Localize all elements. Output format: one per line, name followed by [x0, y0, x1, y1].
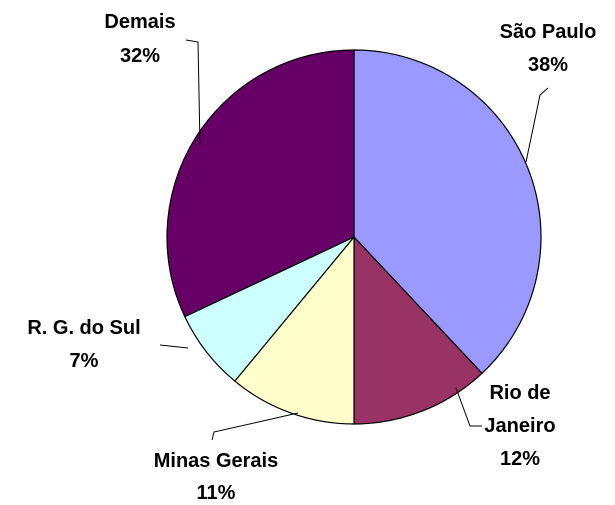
pie-slice: [233, 235, 355, 425]
leader-line: [159, 344, 189, 349]
slice-label: Minas Gerais: [153, 450, 279, 472]
slice-percent: 11%: [196, 482, 236, 504]
leader-line: [211, 412, 299, 441]
slice-percent: 38%: [527, 54, 569, 76]
slice-label: Rio de Janeiro: [484, 382, 556, 437]
leader-line: [455, 387, 482, 427]
leader-line: [525, 87, 549, 163]
slice-percent: 7%: [69, 350, 99, 372]
pie-slice: [353, 235, 483, 425]
slice-label: São Paulo: [499, 21, 597, 43]
slice-percent: 32%: [119, 45, 161, 67]
leader-line: [185, 39, 201, 146]
slice-label: R. G. do Sul: [27, 317, 141, 339]
pie-slice: [353, 49, 542, 375]
pie-slice: [166, 49, 355, 318]
slice-percent: 12%: [499, 448, 541, 470]
slice-label: Demais: [104, 11, 176, 33]
